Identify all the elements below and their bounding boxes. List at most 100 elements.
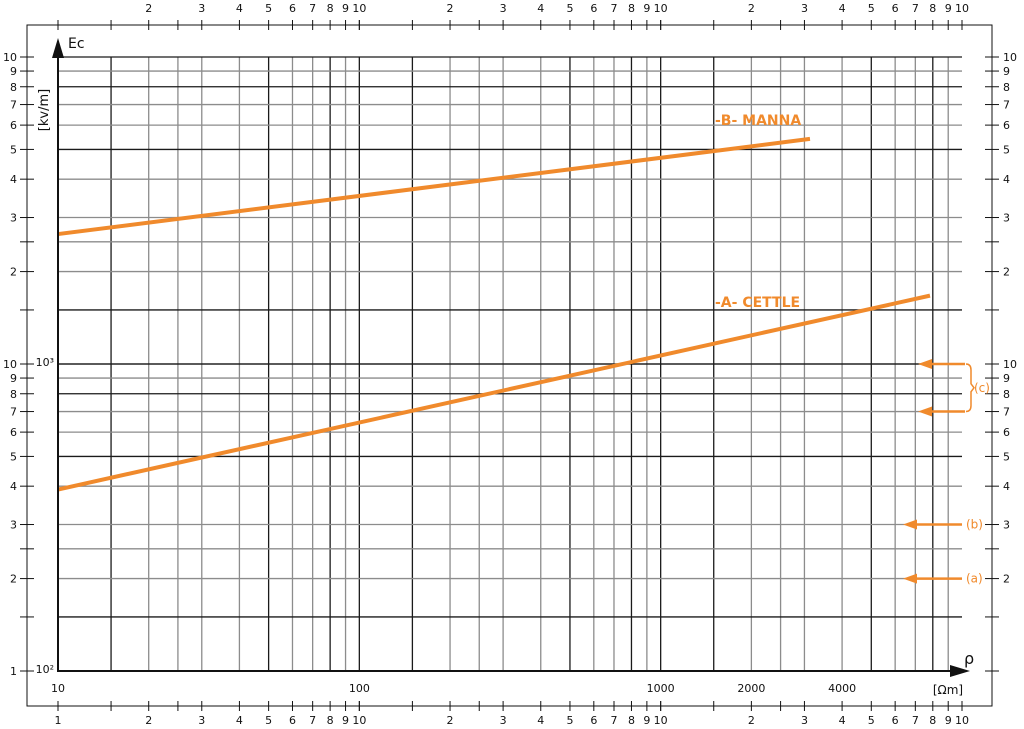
x-tick-label-bottom: 6: [289, 714, 296, 727]
y-tick-label-left: 9: [10, 372, 17, 385]
y-tick-label-left: 7: [10, 406, 17, 419]
x-tick-label-top: 9: [945, 2, 952, 15]
x-tick-label-top: 10: [352, 2, 366, 15]
x-tick-label-bottom: 1: [55, 714, 62, 727]
y-tick-label-left: 5: [10, 143, 17, 156]
x-tick-label-top: 8: [929, 2, 936, 15]
x-axis-label: ρ: [964, 649, 974, 668]
annotation-bracket: [965, 363, 975, 413]
x-tick-label-top: 2: [748, 2, 755, 15]
y-tick-label-right: 7: [1003, 406, 1010, 419]
y-tick-label-right: 5: [1003, 143, 1010, 156]
x-tick-label-bottom: 2: [447, 714, 454, 727]
x-tick-label-top: 3: [801, 2, 808, 15]
y-tick-label-left: 8: [10, 388, 17, 401]
y-tick-label-right: 7: [1003, 99, 1010, 112]
y-tick-label-right: 4: [1003, 480, 1010, 493]
x-tick-label-bottom: 10: [352, 714, 366, 727]
x-tick-label-top: 5: [566, 2, 573, 15]
x-tick-label-top: 5: [265, 2, 272, 15]
x-tick-label-top: 7: [309, 2, 316, 15]
x-tick-label-bottom: 8: [929, 714, 936, 727]
x-tick-label-bottom: 7: [610, 714, 617, 727]
y-axis-arrow: [52, 38, 64, 58]
y-tick-label-left: 4: [10, 480, 17, 493]
x-tick-label-bottom: 9: [945, 714, 952, 727]
y-tick-label-left: 4: [10, 173, 17, 186]
y-tick-label-left: 3: [10, 519, 17, 532]
y-tick-label-left: 6: [10, 119, 17, 132]
x-tick-label-top: 3: [500, 2, 507, 15]
x-axis-unit: [Ωm]: [933, 683, 963, 697]
y-tick-label-left: 2: [10, 573, 17, 586]
x-inner-tick-label: 1000: [647, 682, 675, 695]
x-tick-label-top: 8: [327, 2, 334, 15]
x-tick-label-top: 2: [145, 2, 152, 15]
x-tick-label-bottom: 8: [628, 714, 635, 727]
y-tick-label-left: 3: [10, 212, 17, 225]
x-tick-label-bottom: 4: [839, 714, 846, 727]
x-tick-label-bottom: 2: [748, 714, 755, 727]
y-tick-label-right: 4: [1003, 173, 1010, 186]
x-tick-label-top: 9: [643, 2, 650, 15]
x-tick-label-bottom: 9: [342, 714, 349, 727]
y-tick-label-right: 6: [1003, 426, 1010, 439]
x-tick-label-top: 10: [654, 2, 668, 15]
annotations: (c) (b) (a): [903, 359, 990, 586]
annotation-arrowhead: [918, 406, 932, 417]
series-label-a: -A- CETTLE: [715, 295, 800, 311]
x-tick-label-bottom: 4: [236, 714, 243, 727]
y-tick-label-left: 10: [3, 51, 17, 64]
annotation-label: (a): [966, 572, 983, 586]
series: [57, 136, 931, 492]
x-tick-label-bottom: 6: [892, 714, 899, 727]
x-tick-label-bottom: 5: [868, 714, 875, 727]
x-tick-label-top: 4: [236, 2, 243, 15]
annotation-arrowhead: [903, 519, 917, 530]
y-axis-unit: [kv/m]: [37, 89, 52, 131]
y-inner-tick-label: 10²: [36, 663, 54, 676]
x-tick-label-bottom: 3: [198, 714, 205, 727]
y-tick-label-left: 7: [10, 99, 17, 112]
x-tick-label-top: 2: [447, 2, 454, 15]
x-inner-tick-label: 4000: [828, 682, 856, 695]
x-axis-arrow: [950, 665, 970, 677]
frame: [26, 24, 993, 707]
x-tick-label-top: 6: [590, 2, 597, 15]
y-tick-label-right: 9: [1003, 372, 1010, 385]
y-tick-label-right: 5: [1003, 450, 1010, 463]
y-tick-label-left: 6: [10, 426, 17, 439]
x-tick-label-top: 9: [342, 2, 349, 15]
y-axis-label: Ec: [68, 36, 85, 52]
y-tick-label-left: 9: [10, 65, 17, 78]
annotation-arrowhead: [918, 359, 932, 369]
y-tick-label-right: 8: [1003, 388, 1010, 401]
x-inner-tick-label: 2000: [737, 682, 765, 695]
annotation-label: (c): [974, 381, 990, 395]
annotation-arrowhead: [903, 573, 917, 584]
x-tick-label-top: 4: [537, 2, 544, 15]
y-tick-label-right: 3: [1003, 519, 1010, 532]
y-tick-label-right: 10: [1003, 358, 1017, 371]
y-tick-label-right: 8: [1003, 81, 1010, 94]
x-tick-label-bottom: 7: [912, 714, 919, 727]
x-tick-label-bottom: 4: [537, 714, 544, 727]
x-inner-tick-label: 10: [51, 682, 65, 695]
series-line-b: [57, 136, 811, 237]
y-tick-label-right: 10: [1003, 51, 1017, 64]
y-tick-label-right: 2: [1003, 266, 1010, 279]
x-tick-label-bottom: 8: [327, 714, 334, 727]
y-tick-label-right: 3: [1003, 212, 1010, 225]
y-tick-label-left: 10: [3, 358, 17, 371]
x-tick-label-bottom: 3: [500, 714, 507, 727]
y-tick-label-left: 1: [10, 665, 17, 678]
y-tick-label-right: 6: [1003, 119, 1010, 132]
x-tick-label-top: 6: [289, 2, 296, 15]
x-tick-label-bottom: 3: [801, 714, 808, 727]
x-tick-label-top: 8: [628, 2, 635, 15]
x-inner-tick-label: 100: [349, 682, 370, 695]
x-tick-label-bottom: 10: [955, 714, 969, 727]
x-tick-label-bottom: 10: [654, 714, 668, 727]
y-tick-label-left: 8: [10, 81, 17, 94]
